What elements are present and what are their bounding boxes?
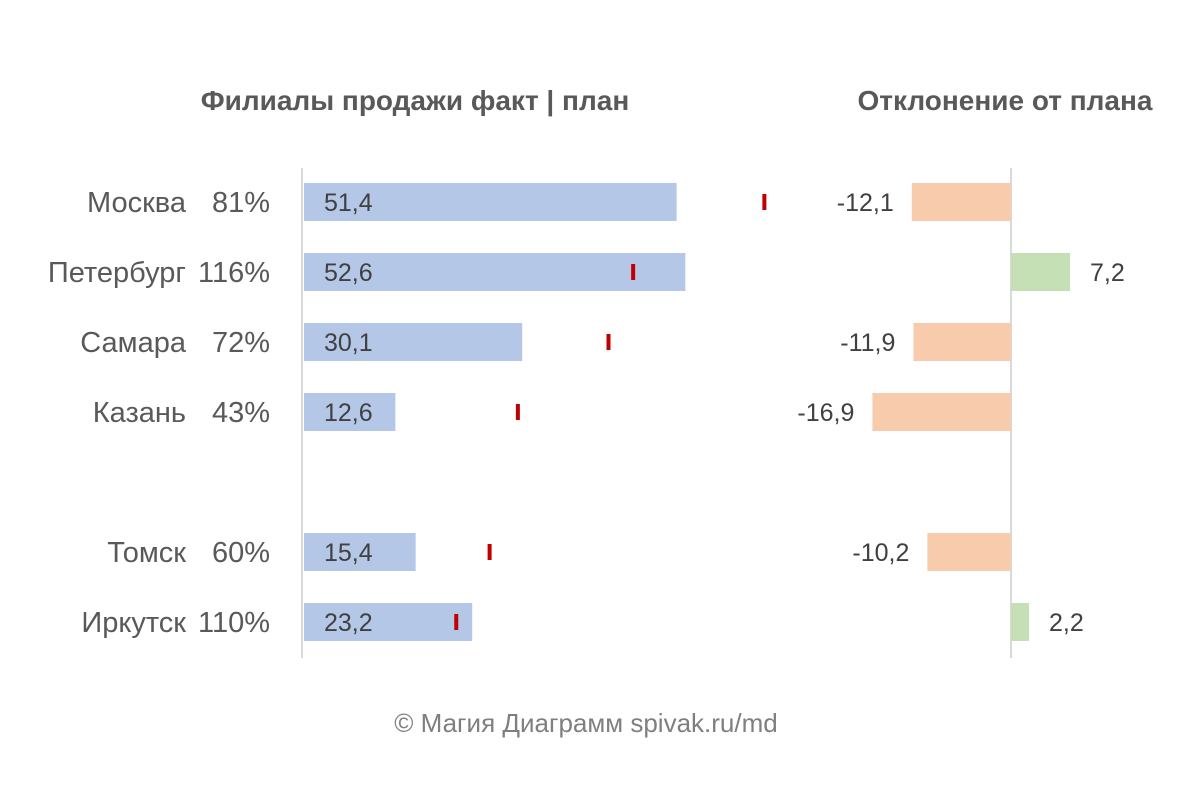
plan-marker: [454, 614, 459, 630]
deviation-value-label: -16,9: [797, 399, 854, 427]
percent-label: 60%: [212, 537, 270, 569]
plan-marker: [515, 404, 520, 420]
deviation-bar: [1011, 603, 1030, 641]
percent-label: 110%: [198, 607, 270, 639]
credit-text: © Магия Диаграмм spivak.ru/md: [394, 708, 777, 738]
deviation-bar: [927, 533, 1011, 571]
percent-label: 81%: [212, 187, 270, 219]
plan-marker: [631, 264, 636, 280]
plan-marker: [762, 194, 767, 210]
fact-bar: [304, 533, 416, 571]
fact-bar: [304, 323, 523, 361]
fact-value-label: 15,4: [324, 539, 373, 567]
category-label: Петербург: [48, 257, 186, 289]
category-label: Казань: [93, 397, 186, 429]
deviation-bar: [913, 323, 1011, 361]
deviation-bar: [872, 393, 1011, 431]
deviation-bar: [911, 183, 1011, 221]
plan-marker: [487, 544, 492, 560]
fact-value-label: 51,4: [324, 189, 373, 217]
deviation-value-label: -12,1: [837, 189, 894, 217]
fact-value-label: 23,2: [324, 609, 373, 637]
deviation-value-label: 7,2: [1090, 259, 1125, 287]
chart-rows: Москва 81% 51,4 -12,1 Петербург 116% 52,6 7,2 Са…: [48, 183, 1125, 641]
fact-bar: [304, 603, 473, 641]
category-label: Томск: [107, 537, 186, 569]
category-label: Самара: [80, 327, 187, 359]
fact-bar: [304, 183, 677, 221]
category-label: Москва: [87, 187, 187, 219]
fact-bar: [304, 253, 686, 291]
fact-value-label: 52,6: [324, 259, 373, 287]
percent-label: 116%: [198, 257, 270, 289]
deviation-value-label: -11,9: [840, 329, 895, 357]
plan-marker: [606, 334, 611, 350]
deviation-bar: [1011, 253, 1071, 291]
percent-label: 72%: [212, 327, 270, 359]
deviation-value-label: -10,2: [852, 539, 909, 567]
percent-label: 43%: [212, 397, 270, 429]
deviation-value-label: 2,2: [1049, 609, 1084, 637]
right-chart-title: Отклонение от плана: [858, 85, 1153, 116]
left-chart-title: Филиалы продажи факт | план: [201, 85, 629, 116]
fact-value-label: 12,6: [324, 399, 373, 427]
fact-bar: [304, 393, 396, 431]
fact-value-label: 30,1: [324, 329, 373, 357]
category-label: Иркутск: [81, 607, 186, 639]
